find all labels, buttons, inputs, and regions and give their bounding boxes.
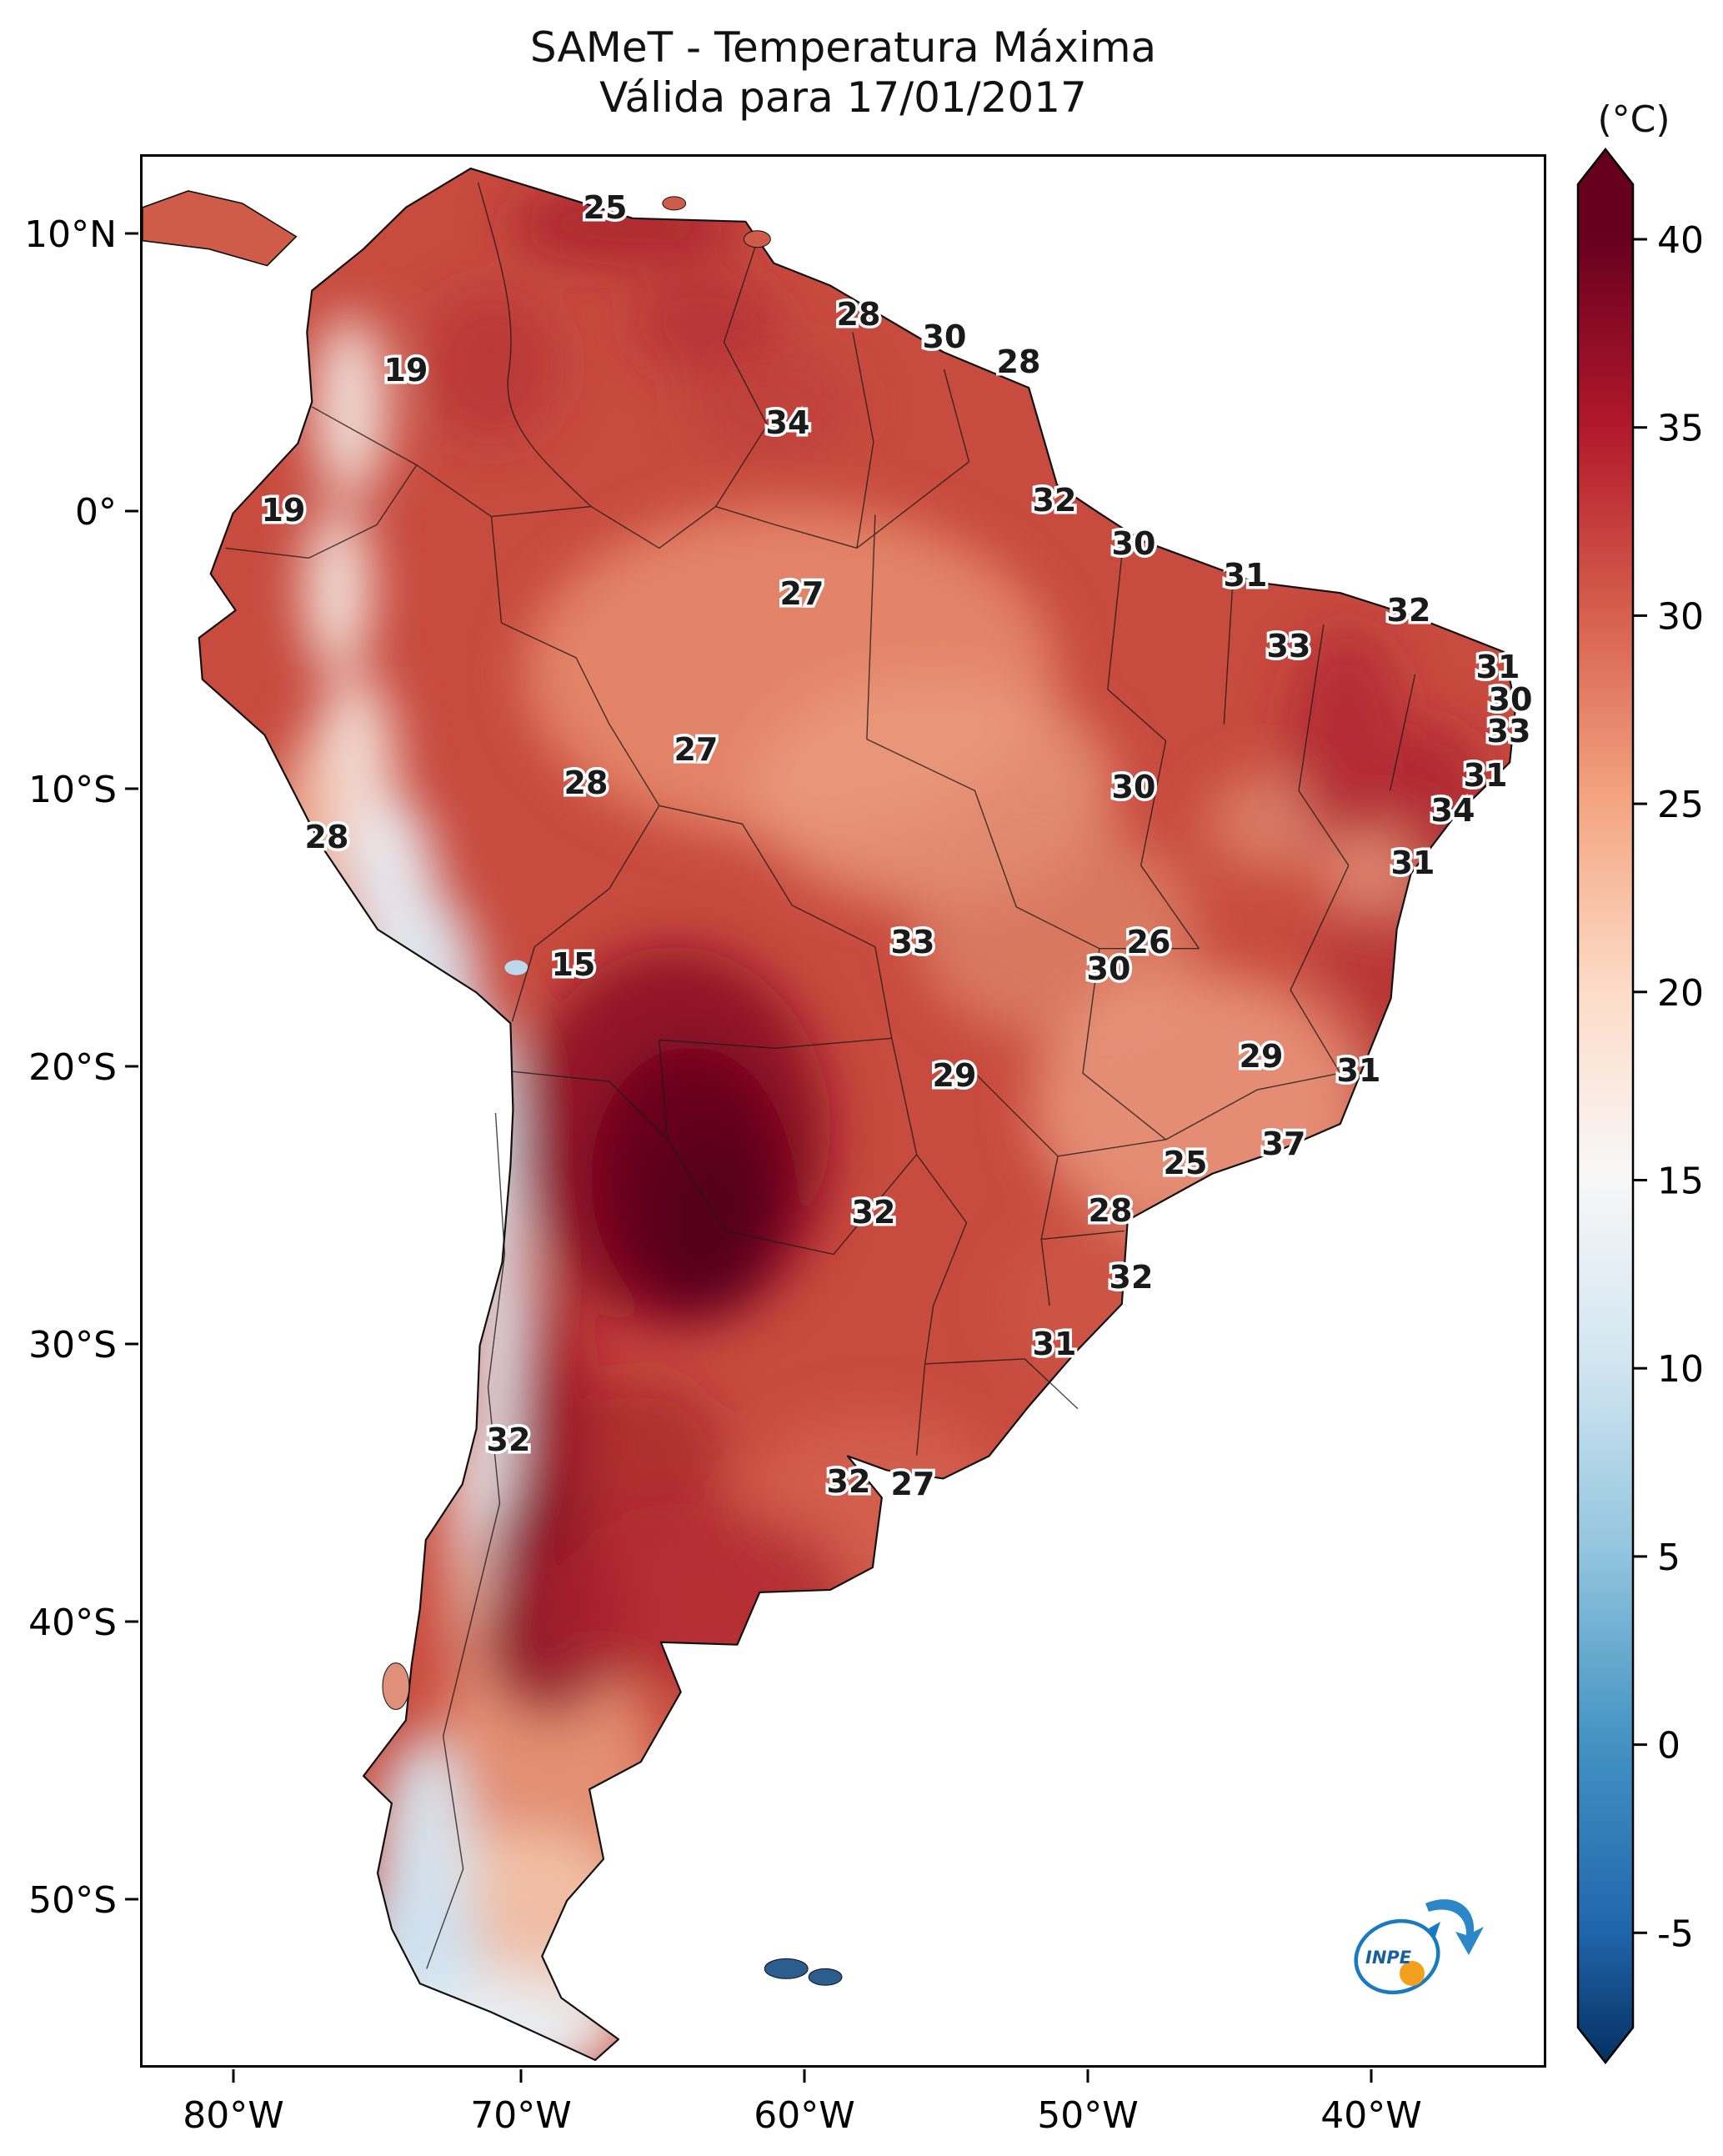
inpe-logo: INPE [1354, 1899, 1484, 1995]
map-plot-area [140, 154, 1546, 2068]
colorbar-tick-label: 35 [1657, 408, 1704, 450]
island-chiloe [382, 1662, 410, 1710]
colorbar-tick-label: 30 [1657, 595, 1704, 638]
coastline-outline [198, 167, 1517, 2062]
south-america-temperature-map [143, 167, 1517, 2062]
y-tick-label: 10°S [28, 769, 117, 811]
x-tick-label: 70°W [470, 2094, 572, 2137]
colorbar-tick-label: 5 [1657, 1537, 1680, 1579]
x-tick-label: 80°W [183, 2094, 284, 2137]
y-tick-label: 20°S [28, 1046, 117, 1089]
colorbar-tick-label: 25 [1657, 784, 1704, 826]
colorbar-tick-label: 0 [1657, 1725, 1680, 1767]
colorbar-tick-label: 15 [1657, 1161, 1704, 1203]
x-tick-label: 50°W [1037, 2094, 1139, 2137]
temperature-colorbar [1578, 149, 1633, 2063]
colorbar-unit-label: (°C) [1597, 98, 1670, 141]
colorbar-tick-label: 40 [1657, 219, 1704, 262]
political-borders [225, 182, 1416, 1969]
map-subtitle: Válida para 17/01/2017 [599, 73, 1087, 122]
x-tick-label: 60°W [754, 2094, 855, 2137]
colorbar-tick-label: 10 [1657, 1348, 1704, 1391]
island-falkland-east [808, 1968, 843, 1986]
inpe-logo-text: INPE [1365, 1948, 1412, 1968]
x-tick-label: 40°W [1320, 2094, 1422, 2137]
temperature-field [198, 168, 1516, 2060]
y-tick-label: 50°S [28, 1879, 117, 1922]
y-tick-label: 10°N [24, 213, 117, 256]
island-margarita [662, 196, 687, 211]
colorbar-tick-label: -5 [1657, 1913, 1694, 1955]
y-tick-label: 30°S [28, 1324, 117, 1366]
island-falkland-west [764, 1958, 809, 1979]
lake-titicaca [504, 960, 528, 975]
panama-landmass [143, 190, 298, 267]
colorbar-tick-label: 20 [1657, 972, 1704, 1015]
y-tick-label: 40°S [28, 1602, 117, 1644]
y-tick-label: 0° [75, 491, 117, 534]
island-trinidad [743, 230, 771, 248]
map-title: SAMeT - Temperatura Máxima [529, 23, 1157, 72]
